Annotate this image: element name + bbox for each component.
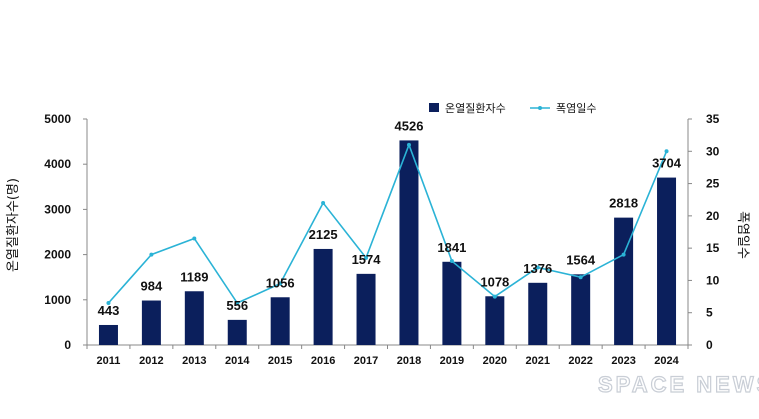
x-tick-label: 2016 — [311, 355, 335, 367]
data-label: 2818 — [609, 196, 638, 211]
data-label: 1574 — [352, 252, 382, 267]
line-series — [106, 142, 669, 306]
y-tick-label: 1000 — [44, 293, 71, 307]
line-point — [621, 252, 626, 257]
legend-line-marker — [538, 106, 542, 110]
legend-bar-swatch — [429, 103, 439, 112]
x-tick-label: 2012 — [139, 355, 163, 367]
line-point — [192, 236, 197, 241]
y2-tick-label: 5 — [706, 306, 713, 320]
y2-tick-label: 35 — [706, 112, 720, 126]
legend: 온열질환자수 폭염일수 — [429, 101, 596, 115]
watermark: SPACE NEWS — [598, 372, 759, 397]
line-point — [235, 301, 240, 306]
bar — [571, 274, 591, 345]
bar — [442, 261, 462, 345]
data-label: 3704 — [652, 156, 682, 171]
data-label: 1078 — [480, 274, 509, 289]
bar — [98, 324, 118, 345]
y2-axis-label: 폭염일수 — [735, 211, 750, 259]
y-tick-label: 3000 — [44, 202, 71, 216]
bar — [141, 300, 161, 345]
line-point — [106, 301, 111, 306]
x-tick-label: 2020 — [483, 355, 507, 367]
data-label: 984 — [141, 279, 163, 294]
data-label: 1841 — [437, 240, 466, 255]
x-tick-label: 2024 — [654, 355, 679, 367]
data-label: 1564 — [566, 252, 596, 267]
line-point — [406, 142, 411, 147]
line-point — [364, 255, 369, 260]
y2-tick-label: 30 — [706, 144, 720, 158]
bar — [528, 282, 548, 345]
line-point — [578, 275, 583, 280]
bar — [399, 140, 419, 345]
data-label: 1056 — [266, 275, 295, 290]
bar — [485, 296, 505, 345]
bar — [227, 319, 247, 345]
y-tick-label: 0 — [64, 338, 71, 352]
x-tick-label: 2022 — [568, 355, 592, 367]
data-label: 4526 — [395, 118, 424, 133]
line-point — [278, 281, 283, 286]
x-tick-label: 2019 — [440, 355, 464, 367]
legend-bar-label: 온열질환자수 — [445, 102, 506, 115]
line-point — [449, 259, 454, 264]
data-label: 443 — [98, 303, 120, 318]
data-label: 556 — [226, 298, 248, 313]
bar — [657, 177, 677, 345]
legend-line-label: 폭염일수 — [556, 101, 596, 115]
data-label: 1189 — [180, 269, 208, 284]
x-tick-label: 2011 — [97, 355, 121, 367]
y-axis-label: 온열질환자수(명) — [6, 178, 21, 272]
x-tick-label: 2023 — [611, 355, 635, 367]
x-tick-label: 2013 — [182, 355, 206, 367]
axes: 0 1000 2000 3000 4000 5000 0 5 10 15 20 25 30 35 2011 2… — [44, 112, 719, 367]
bar — [270, 297, 290, 345]
line-point — [664, 149, 669, 154]
line-point — [492, 294, 497, 299]
y2-tick-label: 10 — [706, 273, 720, 287]
x-tick-label: 2015 — [268, 355, 292, 367]
bar — [614, 217, 634, 345]
data-label: 2125 — [309, 227, 338, 242]
y-tick-label: 2000 — [44, 248, 71, 262]
x-tick-label: 2017 — [354, 355, 378, 367]
y2-tick-label: 0 — [706, 338, 713, 352]
line-path — [107, 142, 668, 305]
line-point — [321, 200, 326, 205]
y2-tick-label: 25 — [706, 177, 720, 191]
x-tick-label: 2021 — [526, 355, 550, 367]
y-tick-label: 5000 — [44, 112, 71, 126]
data-label: 1376 — [523, 261, 552, 276]
line-point — [149, 252, 154, 257]
bar — [356, 273, 376, 345]
bar — [313, 248, 333, 345]
bar-series — [98, 140, 677, 345]
bar — [184, 291, 204, 345]
data-labels: 443 984 1189 556 1056 2125 1574 4526 1841 1078 137… — [98, 118, 682, 318]
y-tick-label: 4000 — [44, 157, 71, 171]
x-tick-label: 2018 — [397, 355, 421, 367]
y2-tick-label: 15 — [706, 241, 720, 255]
x-tick-label: 2014 — [225, 355, 250, 367]
line-point — [535, 265, 540, 270]
y2-tick-label: 20 — [706, 209, 720, 223]
